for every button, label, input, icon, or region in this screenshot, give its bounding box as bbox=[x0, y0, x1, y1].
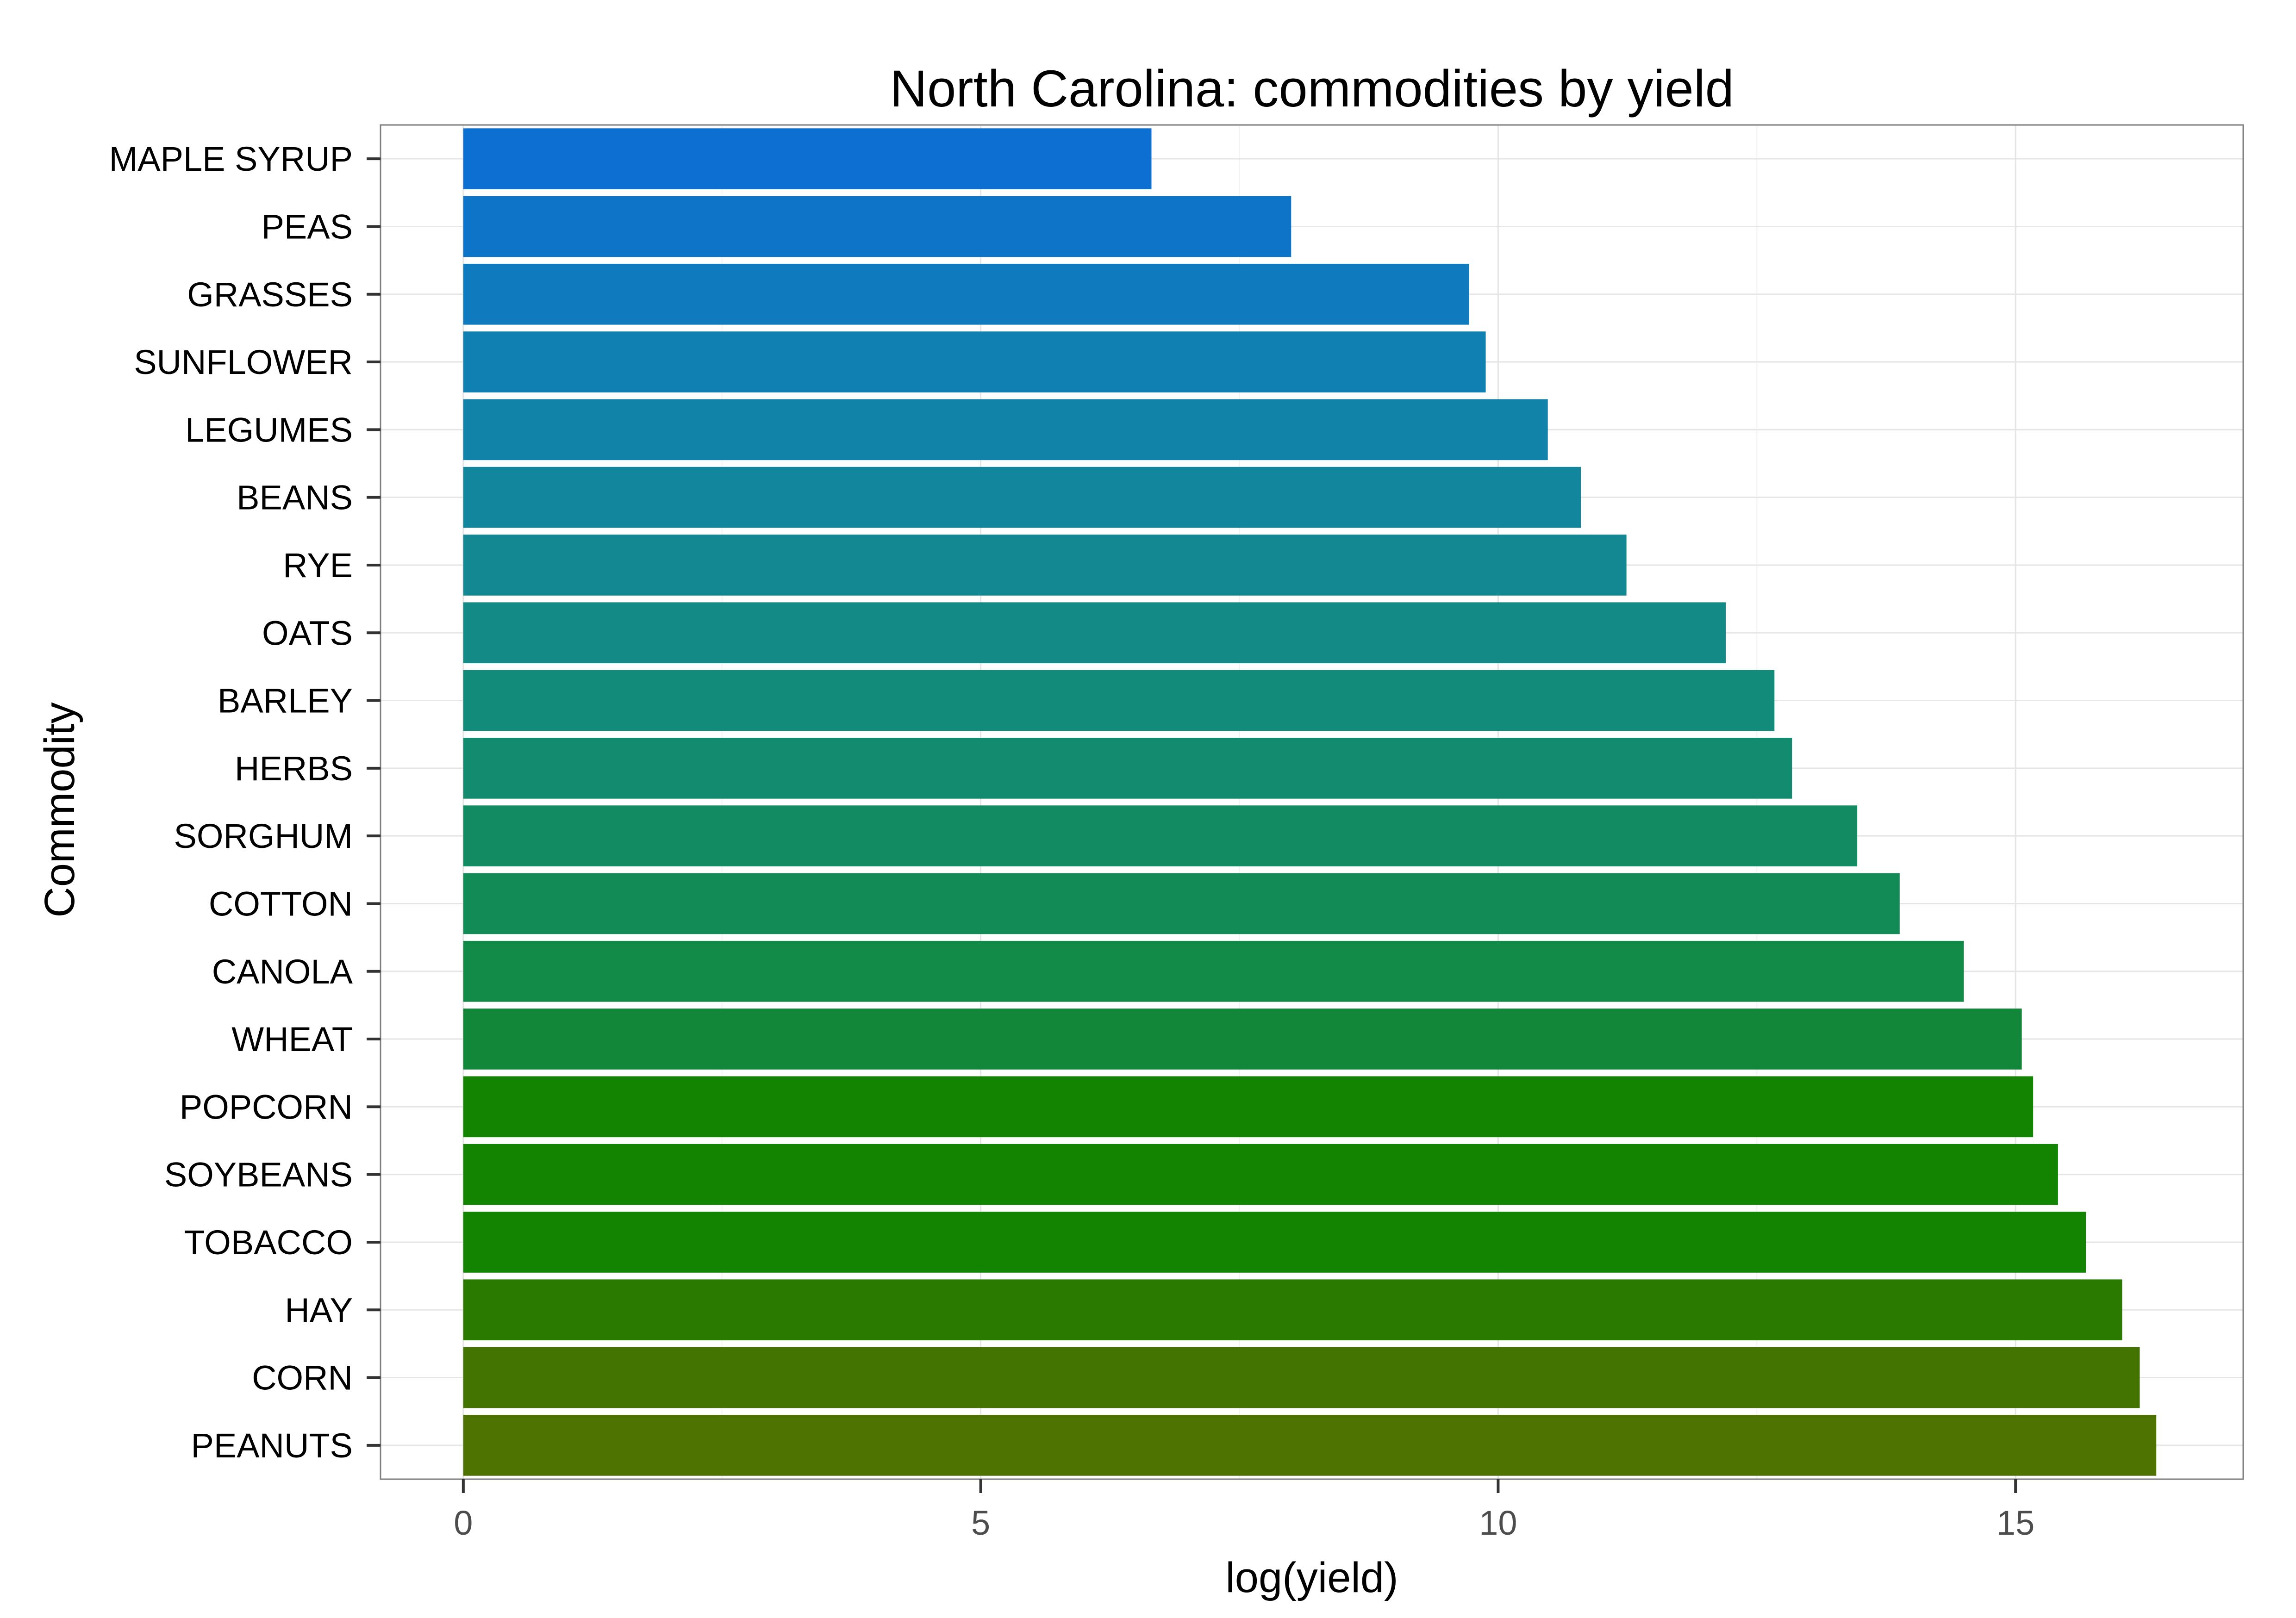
y-tick-label: RYE bbox=[283, 546, 353, 585]
y-tick-label: MAPLE SYRUP bbox=[109, 140, 353, 178]
bar-wheat bbox=[463, 1008, 2022, 1070]
y-axis-title: Commodity bbox=[36, 702, 83, 917]
y-tick-label: GRASSES bbox=[187, 275, 353, 314]
bar-maple-syrup bbox=[463, 128, 1152, 189]
y-tick-label: OATS bbox=[262, 614, 353, 652]
y-tick-label: LEGUMES bbox=[185, 411, 353, 449]
y-tick-label: COTTON bbox=[209, 884, 353, 923]
bar-herbs bbox=[463, 738, 1792, 799]
bar-tobacco bbox=[463, 1212, 2086, 1273]
bars-group bbox=[463, 128, 2157, 1476]
x-axis-title: log(yield) bbox=[1225, 1554, 1398, 1601]
y-tick-label: SORGHUM bbox=[174, 817, 353, 855]
bar-oats bbox=[463, 602, 1726, 664]
bar-legumes bbox=[463, 399, 1548, 461]
bar-corn bbox=[463, 1347, 2140, 1408]
y-tick-label: BARLEY bbox=[218, 682, 353, 720]
x-axis: 0 5 10 15 bbox=[454, 1479, 2034, 1542]
bar-peanuts bbox=[463, 1415, 2157, 1476]
y-axis: MAPLE SYRUP PEAS GRASSES SUNFLOWER LEGUMES BE… bbox=[109, 140, 381, 1465]
y-tick-label: SUNFLOWER bbox=[134, 343, 353, 381]
x-tick-label: 15 bbox=[1997, 1504, 2034, 1542]
y-tick-label: HAY bbox=[285, 1291, 353, 1329]
bar-beans bbox=[463, 467, 1581, 528]
y-tick-label: PEAS bbox=[262, 207, 353, 246]
y-tick-label: BEANS bbox=[237, 479, 353, 517]
y-tick-label: POPCORN bbox=[180, 1088, 353, 1126]
y-tick-label: PEANUTS bbox=[191, 1426, 353, 1465]
bar-peas bbox=[463, 196, 1292, 257]
plot-background bbox=[381, 125, 2243, 1479]
y-tick-label: CORN bbox=[252, 1359, 353, 1397]
y-tick-label: SOYBEANS bbox=[164, 1156, 353, 1194]
y-tick-label: HERBS bbox=[235, 749, 353, 788]
y-tick-label: WHEAT bbox=[231, 1020, 353, 1058]
bar-sunflower bbox=[463, 331, 1486, 392]
bar-canola bbox=[463, 940, 1964, 1002]
bar-hay bbox=[463, 1279, 2122, 1341]
y-tick-label: TOBACCO bbox=[184, 1223, 353, 1262]
x-tick-label: 10 bbox=[1479, 1504, 1517, 1542]
x-tick-label: 5 bbox=[971, 1504, 990, 1542]
bar-popcorn bbox=[463, 1076, 2034, 1138]
bar-grasses bbox=[463, 263, 1469, 325]
bar-soybeans bbox=[463, 1144, 2058, 1205]
bar-sorghum bbox=[463, 805, 1858, 866]
chart-title: North Carolina: commodities by yield bbox=[890, 60, 1734, 118]
y-tick-label: CANOLA bbox=[212, 952, 353, 991]
x-tick-label: 0 bbox=[454, 1504, 473, 1542]
plot-border bbox=[380, 124, 2244, 1480]
bar-rye bbox=[463, 535, 1627, 596]
bar-cotton bbox=[463, 873, 1900, 934]
bar-barley bbox=[463, 670, 1775, 731]
